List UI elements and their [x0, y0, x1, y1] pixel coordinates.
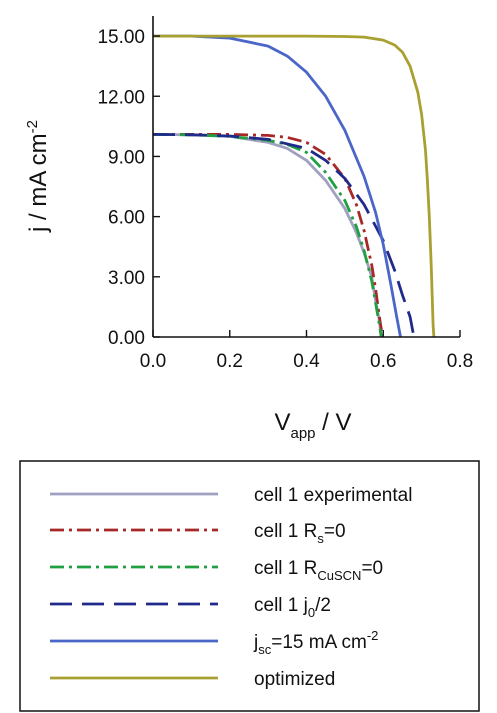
plot-area: [152, 34, 436, 338]
legend-label-1: cell 1 experimental: [254, 485, 412, 506]
series-line-4: [152, 133, 416, 338]
x-tick-label: 0.8: [447, 351, 473, 372]
x-tick-label: 0.0: [140, 351, 166, 372]
y-tick-label: 0.00: [108, 328, 145, 349]
axes: 0.0 0.2 0.4 0.6 0.8 0.00 3.00 6.00 9.00 12.00 15.0…: [24, 16, 473, 442]
legend-label-5: jsc=15 mA cm-2: [253, 628, 378, 657]
legend: cell 1 experimental cell 1 Rs=0 cell 1 RCu…: [19, 460, 480, 712]
y-tick-label: 3.00: [108, 268, 145, 289]
legend-label-4: cell 1 j0/2: [254, 595, 331, 620]
legend-label-3: cell 1 RCuSCN=0: [254, 558, 383, 583]
y-tick-label: 12.00: [97, 87, 145, 108]
y-axis-title: j / mA cm-2: [24, 120, 52, 233]
legend-label-6: optimized: [254, 669, 335, 690]
x-tick-label: 0.4: [293, 351, 320, 372]
x-axis-title: Vapp / V: [274, 409, 351, 442]
series-line-6: [153, 34, 436, 338]
series-line-5: [153, 34, 402, 338]
x-tick-label: 0.2: [217, 351, 243, 372]
series-line-3: [152, 133, 383, 338]
series-line-1: [152, 133, 383, 338]
x-tick-label: 0.6: [370, 351, 396, 372]
legend-box: [19, 460, 480, 712]
y-tick-label: 6.00: [108, 208, 145, 229]
y-tick-label: 15.00: [97, 27, 145, 48]
y-tick-label: 9.00: [108, 147, 145, 168]
legend-label-2: cell 1 Rs=0: [254, 521, 346, 546]
series-line-2: [153, 133, 384, 338]
